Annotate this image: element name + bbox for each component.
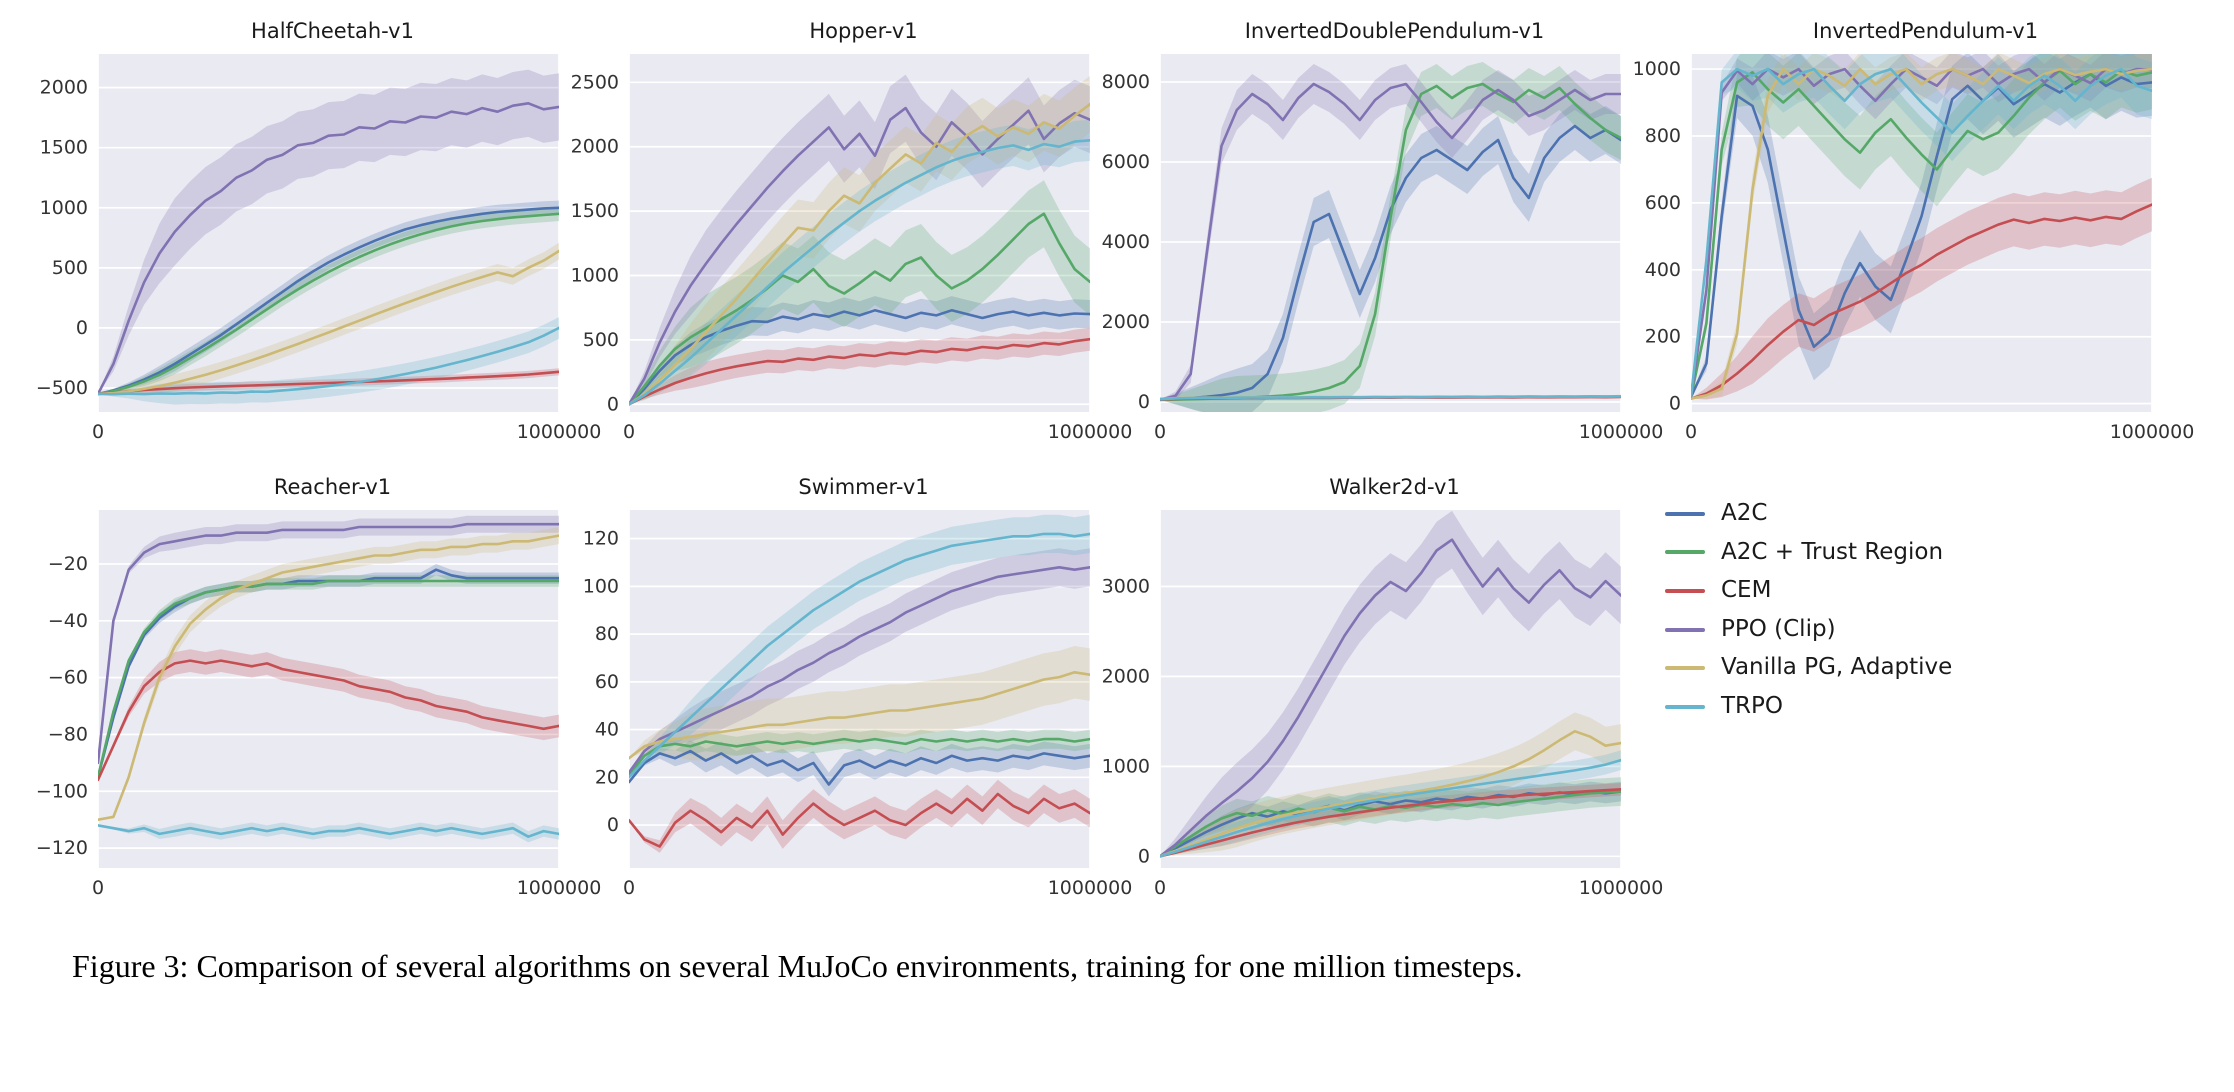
chart-reacher-v1: Reacher-v1 −120 −100 −80 −60 −40 −20 0 1000000 <box>36 472 602 902</box>
svg-text:−20: −20 <box>48 553 88 575</box>
inverteddoublependulum-plot-canvas: 0 2000 4000 6000 8000 0 1000000 <box>1102 54 1663 443</box>
chart-title-walker2d: Walker2d-v1 <box>1329 475 1460 499</box>
svg-text:500: 500 <box>583 329 619 351</box>
svg-text:0: 0 <box>607 393 619 415</box>
svg-text:0: 0 <box>1669 393 1681 415</box>
legend: A2C A2C + Trust Region CEM PPO (Clip) Va… <box>1629 472 2160 902</box>
svg-text:800: 800 <box>1645 125 1681 147</box>
chart-title-reacher: Reacher-v1 <box>273 475 392 499</box>
walker2d-plot-canvas: 0 1000 2000 3000 0 1000000 <box>1102 510 1663 899</box>
figure-caption: Figure 3: Comparison of several algorith… <box>72 948 1523 984</box>
svg-text:0: 0 <box>92 421 104 443</box>
chart-title-inverteddoublependulum: InvertedDoublePendulum-v1 <box>1244 19 1545 43</box>
reacher-plot-canvas: −120 −100 −80 −60 −40 −20 0 1000000 <box>36 510 601 899</box>
svg-text:6000: 6000 <box>1102 151 1150 173</box>
invertedpendulum-plot-canvas: 0 200 400 600 800 1000 0 1000000 <box>1633 54 2194 443</box>
svg-text:2000: 2000 <box>40 77 88 99</box>
svg-text:8000: 8000 <box>1102 71 1150 93</box>
svg-text:400: 400 <box>1645 259 1681 281</box>
legend-label-cem: CEM <box>1721 577 1772 604</box>
svg-text:1000000: 1000000 <box>1048 877 1133 899</box>
legend-label-a2c-trust-region: A2C + Trust Region <box>1721 538 1944 565</box>
hopper-plot-canvas: 0 500 1000 1500 2000 2500 0 1000000 <box>571 54 1132 443</box>
legend-item-a2c: A2C <box>1665 500 2160 528</box>
legend-label-ppo-clip: PPO (Clip) <box>1721 615 1836 642</box>
charts-grid: HalfCheetah-v1 −500 0 500 1000 1500 2000 0 1000… <box>36 16 2234 902</box>
svg-text:0: 0 <box>92 877 104 899</box>
legend-label-a2c: A2C <box>1721 500 1768 526</box>
svg-text:0: 0 <box>1154 877 1166 899</box>
svg-text:−500: −500 <box>36 377 88 399</box>
legend-item-vanilla-pg-adaptive: Vanilla PG, Adaptive <box>1665 654 2160 682</box>
svg-text:60: 60 <box>595 671 619 693</box>
svg-text:0: 0 <box>1138 391 1150 413</box>
svg-text:−80: −80 <box>48 723 88 745</box>
chart-invertedpendulum-v1: InvertedPendulum-v1 0 200 400 600 800 1000 0 10… <box>1629 16 2195 446</box>
svg-text:1000000: 1000000 <box>517 877 602 899</box>
a2c-trust-region-line-swatch-icon <box>1665 550 1705 555</box>
chart-swimmer-v1: Swimmer-v1 0 20 40 60 80 100 120 0 1000000 <box>567 472 1133 902</box>
figure-3: HalfCheetah-v1 −500 0 500 1000 1500 2000 0 1000… <box>36 16 2234 984</box>
svg-text:1500: 1500 <box>40 137 88 159</box>
svg-text:4000: 4000 <box>1102 231 1150 253</box>
chart-halfcheetah-v1: HalfCheetah-v1 −500 0 500 1000 1500 2000 0 1000… <box>36 16 602 446</box>
chart-title-halfcheetah: HalfCheetah-v1 <box>251 19 414 43</box>
svg-text:3000: 3000 <box>1102 575 1150 597</box>
legend-item-trpo: TRPO <box>1665 693 2160 721</box>
svg-text:1000000: 1000000 <box>517 421 602 443</box>
svg-text:600: 600 <box>1645 192 1681 214</box>
svg-text:40: 40 <box>595 719 619 741</box>
legend-label-vanilla-pg-adaptive: Vanilla PG, Adaptive <box>1721 654 1953 681</box>
svg-text:2500: 2500 <box>571 71 619 93</box>
svg-text:120: 120 <box>583 528 619 550</box>
chart-hopper-v1: Hopper-v1 0 500 1000 1500 2000 2500 0 1000000 <box>567 16 1133 446</box>
legend-item-a2c-trust-region: A2C + Trust Region <box>1665 539 2160 567</box>
svg-text:2000: 2000 <box>1102 665 1150 687</box>
svg-text:−100: −100 <box>36 780 88 802</box>
svg-text:500: 500 <box>52 257 88 279</box>
svg-text:1000: 1000 <box>571 264 619 286</box>
svg-text:0: 0 <box>1154 421 1166 443</box>
vanilla-pg-adaptive-line-swatch-icon <box>1665 666 1705 671</box>
chart-title-invertedpendulum: InvertedPendulum-v1 <box>1812 19 2039 43</box>
svg-text:0: 0 <box>1685 421 1697 443</box>
svg-text:0: 0 <box>623 877 635 899</box>
legend-item-ppo-clip: PPO (Clip) <box>1665 616 2160 644</box>
svg-text:200: 200 <box>1645 326 1681 348</box>
svg-text:1000: 1000 <box>1102 755 1150 777</box>
svg-text:0: 0 <box>76 317 88 339</box>
svg-text:0: 0 <box>623 421 635 443</box>
swimmer-plot-canvas: 0 20 40 60 80 100 120 0 1000000 <box>583 510 1132 899</box>
svg-text:−60: −60 <box>48 667 88 689</box>
svg-text:0: 0 <box>607 814 619 836</box>
svg-text:1000000: 1000000 <box>1048 421 1133 443</box>
ppo-clip-line-swatch-icon <box>1665 627 1705 632</box>
chart-inverteddoublependulum-v1: InvertedDoublePendulum-v1 0 2000 4000 6000 8… <box>1098 16 1664 446</box>
chart-title-hopper: Hopper-v1 <box>809 19 918 43</box>
chart-title-swimmer: Swimmer-v1 <box>798 475 929 499</box>
chart-walker2d-v1: Walker2d-v1 0 1000 2000 3000 0 1000000 <box>1098 472 1664 902</box>
svg-text:1000000: 1000000 <box>1579 877 1664 899</box>
svg-text:1000000: 1000000 <box>2110 421 2195 443</box>
svg-text:1000000: 1000000 <box>1579 421 1664 443</box>
svg-text:−120: −120 <box>36 837 88 859</box>
svg-text:1000: 1000 <box>1633 58 1681 80</box>
svg-text:80: 80 <box>595 623 619 645</box>
legend-label-trpo: TRPO <box>1721 692 1784 719</box>
cem-line-swatch-icon <box>1665 588 1705 593</box>
trpo-line-swatch-icon <box>1665 704 1705 709</box>
svg-text:2000: 2000 <box>1102 311 1150 333</box>
svg-text:2000: 2000 <box>571 136 619 158</box>
svg-text:0: 0 <box>1138 845 1150 867</box>
svg-text:−40: −40 <box>48 610 88 632</box>
svg-text:20: 20 <box>595 766 619 788</box>
legend-item-cem: CEM <box>1665 577 2160 605</box>
svg-text:1500: 1500 <box>571 200 619 222</box>
svg-text:100: 100 <box>583 575 619 597</box>
svg-text:1000: 1000 <box>40 197 88 219</box>
a2c-line-swatch-icon <box>1665 511 1705 516</box>
